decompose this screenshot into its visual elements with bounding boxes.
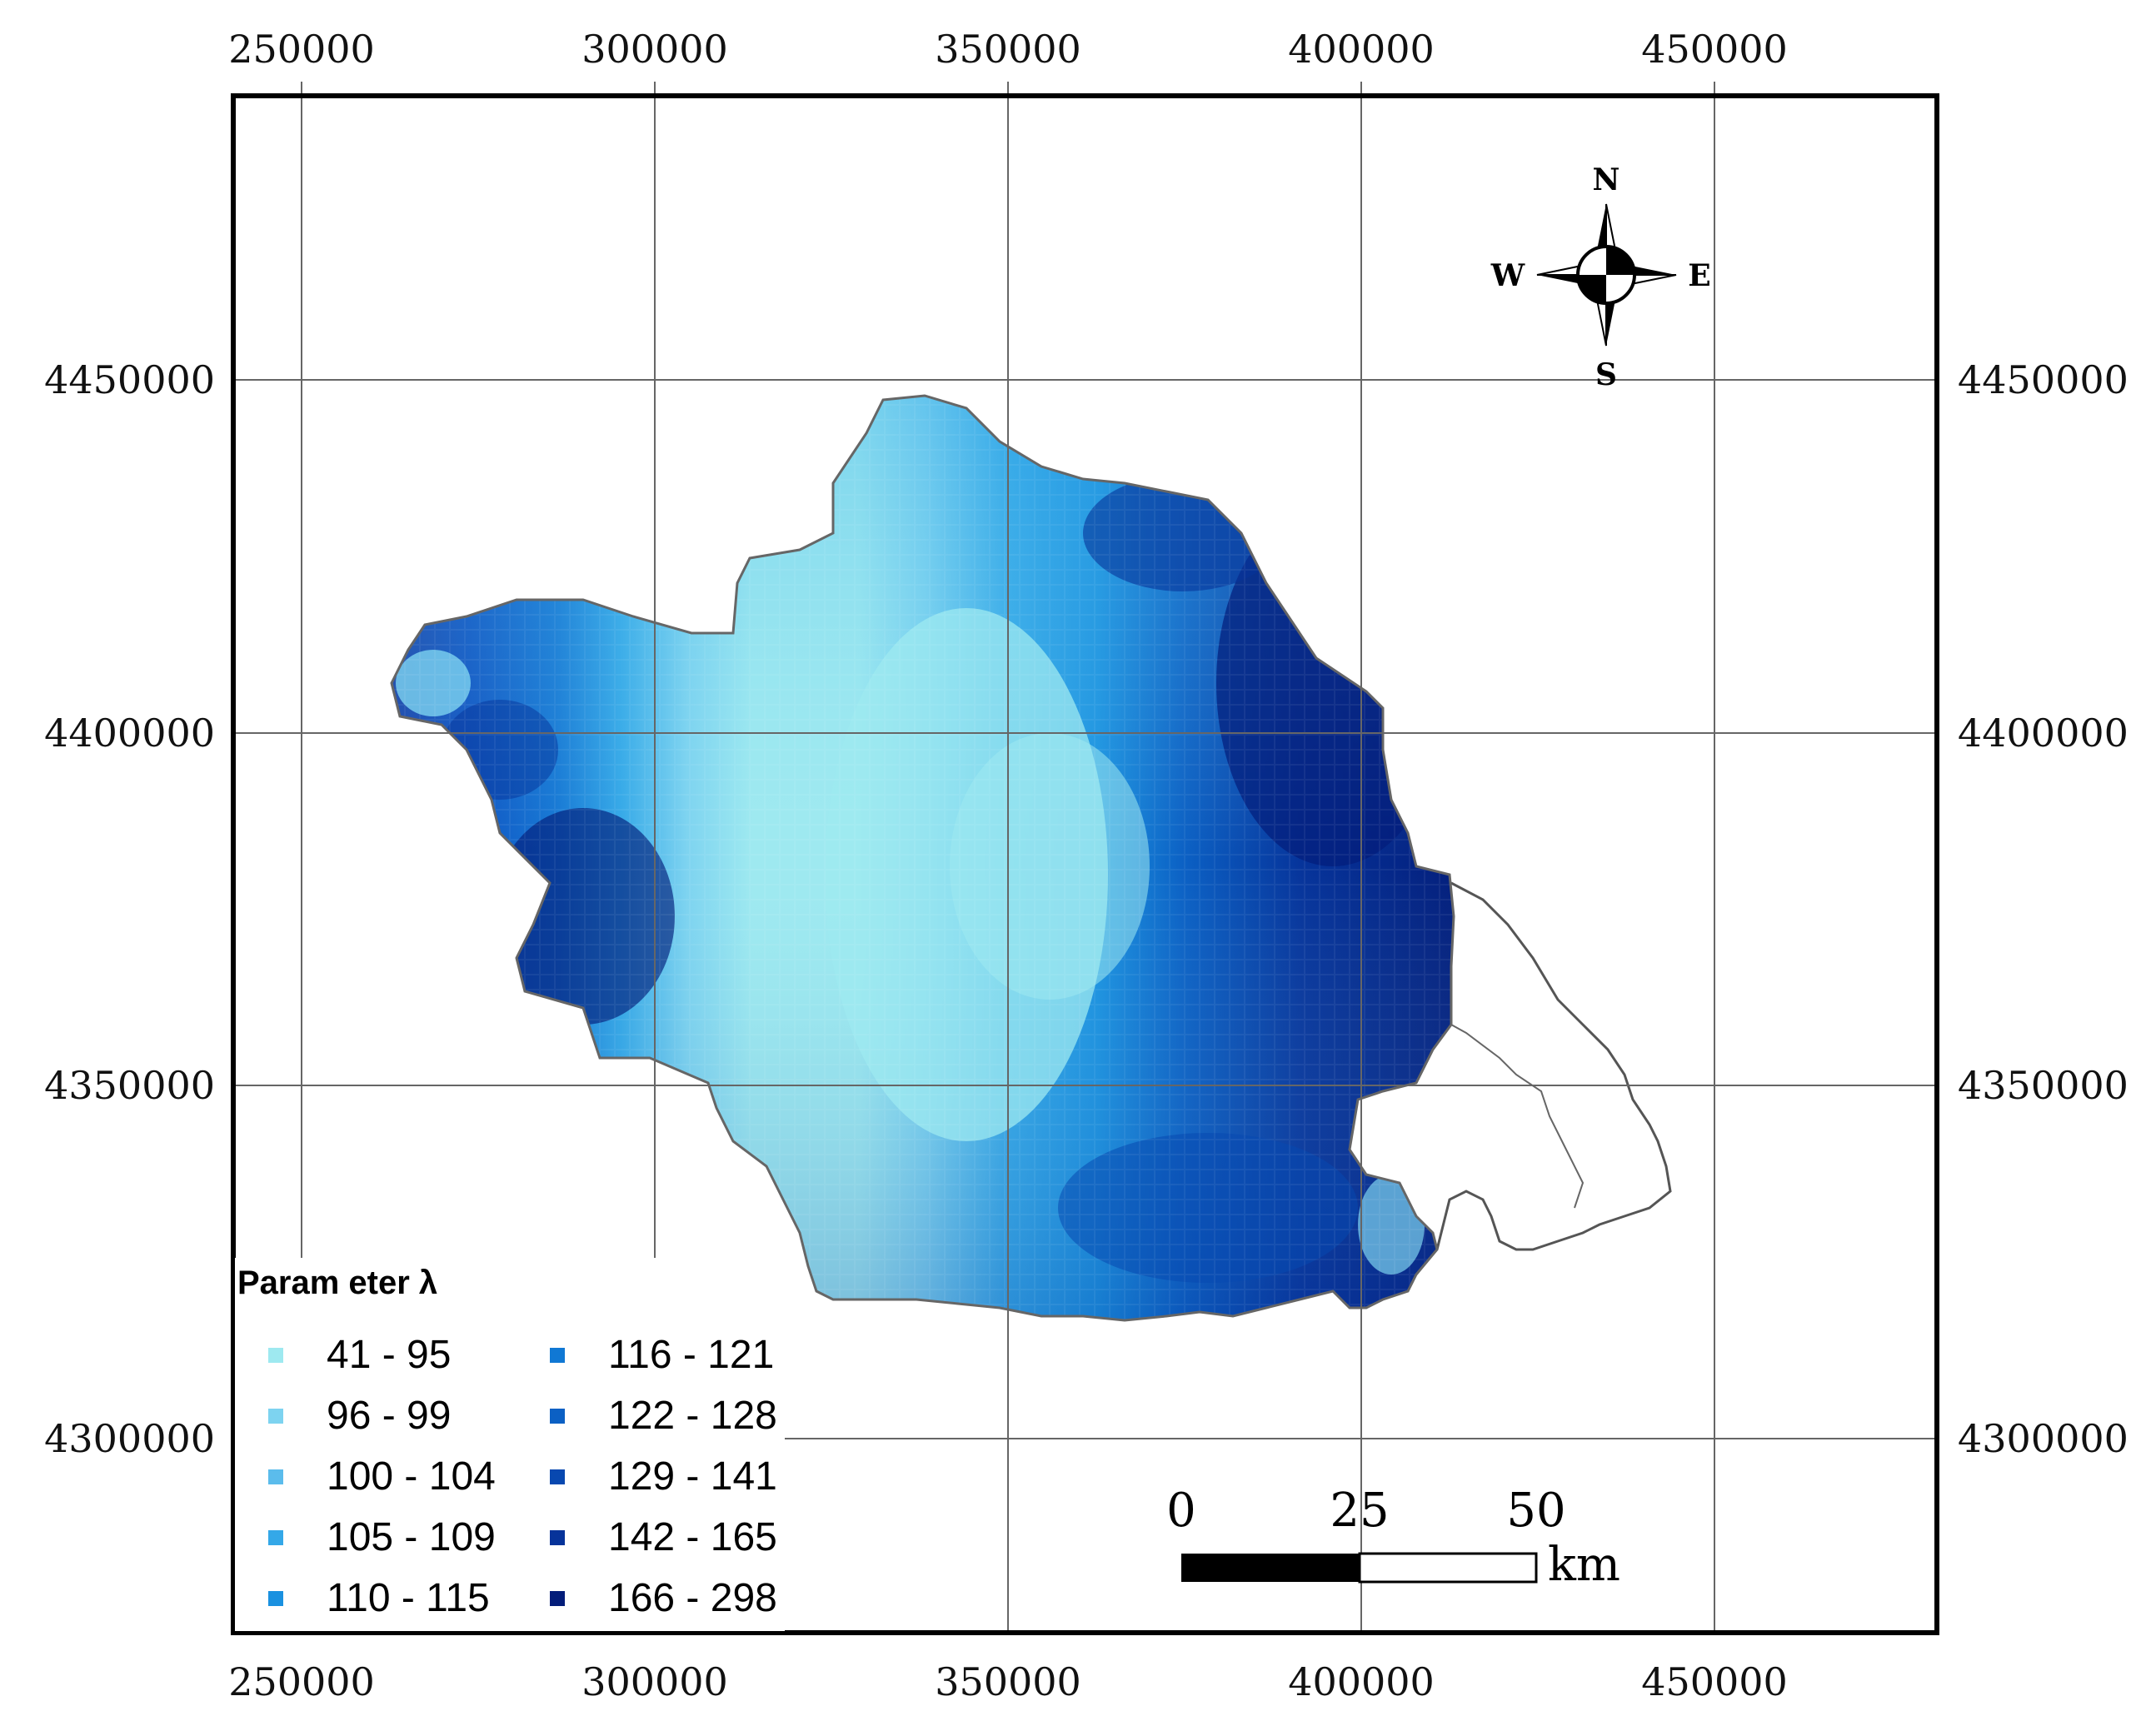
legend-title: Param eter λ <box>237 1265 437 1301</box>
legend-swatch <box>550 1530 565 1545</box>
x-tick-top: 400000 <box>1288 27 1435 72</box>
legend-label: 96 - 99 <box>327 1394 451 1438</box>
legend-swatch <box>268 1530 283 1545</box>
x-tick-bottom: 400000 <box>1288 1659 1435 1704</box>
legend-label: 110 - 115 <box>327 1576 490 1620</box>
legend-swatch <box>550 1409 565 1424</box>
north-arrow-icon: N S W E <box>1490 162 1711 392</box>
legend-label: 100 - 104 <box>327 1454 496 1499</box>
scale-unit-label: km <box>1548 1538 1620 1592</box>
compass-s-label: S <box>1595 357 1617 392</box>
legend-label: 116 - 121 <box>608 1333 774 1377</box>
legend-swatch <box>550 1591 565 1606</box>
legend-label: 122 - 128 <box>608 1394 777 1438</box>
map-frame <box>231 93 1939 1635</box>
legend-swatch <box>268 1348 283 1363</box>
x-axis-bottom: 250000 300000 350000 400000 450000 <box>228 1659 1788 1704</box>
coastline-outline-west <box>1450 1024 1585 1209</box>
x-tick-top: 350000 <box>935 27 1081 72</box>
y-axis-left: 4450000 4400000 4350000 4300000 <box>44 357 215 1461</box>
legend-swatch <box>268 1409 283 1424</box>
y-tick-left: 4400000 <box>44 711 215 756</box>
x-tick-top: 450000 <box>1641 27 1788 72</box>
compass-w-label: W <box>1490 258 1525 293</box>
legend-swatch <box>268 1591 283 1606</box>
legend-label: 41 - 95 <box>327 1333 451 1377</box>
x-axis-top: 250000 300000 350000 400000 450000 <box>228 27 1788 72</box>
y-axis-right: 4450000 4400000 4350000 4300000 <box>1958 357 2129 1461</box>
compass-n-label: N <box>1593 162 1620 197</box>
scale-label-0: 0 <box>1166 1484 1196 1538</box>
scale-label-50: 50 <box>1506 1484 1565 1538</box>
legend-swatch <box>268 1469 283 1484</box>
legend-column-right: 116 - 121 122 - 128 129 - 141 142 - 165 … <box>550 1333 777 1620</box>
scale-bar: 0 25 50 km <box>1166 1484 1620 1592</box>
scale-bar-black-segment <box>1181 1554 1360 1582</box>
legend-label: 105 - 109 <box>327 1515 496 1559</box>
compass-e-label: E <box>1688 258 1710 293</box>
legend-swatch <box>550 1348 565 1363</box>
x-tick-bottom: 350000 <box>935 1659 1081 1704</box>
y-tick-left: 4350000 <box>44 1063 215 1108</box>
y-tick-left: 4450000 <box>44 357 215 402</box>
y-tick-right: 4450000 <box>1958 357 2129 402</box>
y-tick-right: 4350000 <box>1958 1063 2129 1108</box>
x-tick-top: 300000 <box>581 27 728 72</box>
legend-label: 129 - 141 <box>608 1454 777 1499</box>
x-tick-bottom: 450000 <box>1641 1659 1788 1704</box>
y-tick-left: 4300000 <box>44 1416 215 1461</box>
scale-label-25: 25 <box>1330 1484 1389 1538</box>
y-tick-right: 4300000 <box>1958 1416 2129 1461</box>
scale-bar-white-segment <box>1358 1552 1538 1584</box>
x-tick-bottom: 300000 <box>581 1659 728 1704</box>
x-tick-bottom: 250000 <box>228 1659 375 1704</box>
parameter-raster <box>392 396 1454 1320</box>
legend-swatch <box>550 1469 565 1484</box>
coastline-outline <box>1435 881 1672 1251</box>
legend: Param eter λ 41 - 95 96 - 99 100 - 104 1… <box>235 1258 785 1631</box>
legend-label: 166 - 298 <box>608 1576 777 1620</box>
x-tick-top: 250000 <box>228 27 375 72</box>
legend-column-left: 41 - 95 96 - 99 100 - 104 105 - 109 110 … <box>268 1333 496 1620</box>
y-tick-right: 4400000 <box>1958 711 2129 756</box>
legend-label: 142 - 165 <box>608 1515 777 1559</box>
